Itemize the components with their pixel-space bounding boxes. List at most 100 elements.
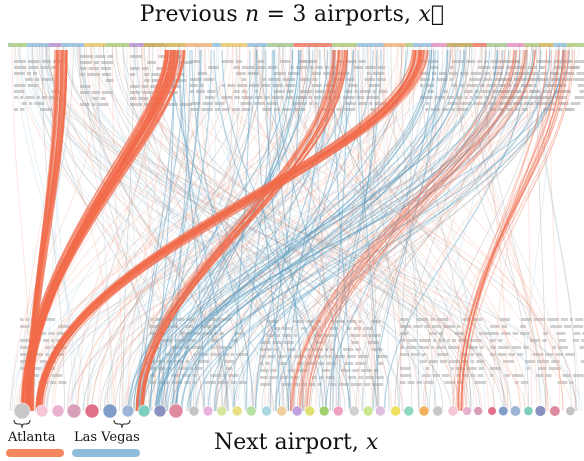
light-flow <box>46 44 419 412</box>
mid-label-mark <box>581 339 584 342</box>
top-label-mark <box>333 96 341 99</box>
mid-label-mark <box>542 339 547 342</box>
top-label-mark <box>293 108 306 111</box>
mid-label-mark <box>467 346 478 349</box>
mid-label-mark <box>197 360 210 363</box>
top-label-mark <box>102 91 113 94</box>
light-flow <box>91 44 341 412</box>
light-flow <box>48 44 74 412</box>
mid-label-mark <box>458 339 468 342</box>
next-airport-circle <box>549 405 561 417</box>
mid-label-mark <box>457 381 464 384</box>
las-vegas-brace <box>113 419 131 429</box>
top-label-mark <box>455 96 463 99</box>
light-flow <box>147 44 482 412</box>
top-label-mark <box>372 90 377 93</box>
top-label-mark <box>208 66 220 69</box>
light-flow <box>422 44 573 412</box>
light-flow <box>42 44 228 412</box>
top-label-mark <box>287 72 300 75</box>
mid-label-mark <box>446 339 450 342</box>
top-label-mark <box>558 102 569 105</box>
top-label-mark <box>330 66 337 69</box>
gray-flow <box>278 44 566 412</box>
atlanta-flow <box>457 49 569 412</box>
mid-label-mark <box>329 348 334 351</box>
mid-label-mark <box>512 374 524 377</box>
top-label-mark <box>456 108 469 111</box>
atlanta-flow <box>461 49 574 412</box>
mid-label-mark <box>565 353 575 356</box>
mid-label-mark <box>292 320 305 323</box>
bottom-title-prefix: Next airport, <box>214 430 366 455</box>
top-label-mark <box>314 90 326 93</box>
gray-flow <box>122 44 346 412</box>
gray-flow <box>102 44 378 412</box>
mid-label-mark <box>521 318 532 321</box>
next-airport-circle <box>202 405 214 417</box>
mid-label-mark <box>348 376 357 379</box>
mid-label-mark <box>150 374 156 377</box>
top-label-mark <box>553 66 561 69</box>
gray-flow <box>285 44 471 412</box>
atlanta-flow <box>39 49 423 412</box>
top-bar-segment <box>431 43 447 47</box>
mid-label-mark <box>572 374 584 377</box>
mid-label-mark <box>476 360 485 363</box>
mid-label-mark <box>234 332 243 335</box>
mid-label-mark <box>286 348 296 351</box>
light-flow <box>140 44 459 412</box>
mid-label-mark <box>364 376 375 379</box>
atlanta-flow <box>36 49 422 412</box>
light-flow <box>171 44 570 412</box>
mid-label-mark <box>181 374 191 377</box>
light-flow <box>250 44 331 412</box>
gray-flow <box>78 44 302 412</box>
gray-flow <box>314 44 328 412</box>
top-label-mark <box>534 78 541 81</box>
legend-label-las-vegas: Las Vegas <box>74 430 140 445</box>
top-label-mark <box>420 60 426 63</box>
light-flow <box>235 44 468 412</box>
top-label-mark <box>526 78 537 81</box>
top-label-mark <box>540 72 548 75</box>
top-label-mark <box>550 78 561 81</box>
vegas-flow <box>221 49 327 412</box>
light-flow <box>432 44 474 412</box>
vegas-flow <box>182 49 205 412</box>
light-flow <box>394 44 528 412</box>
mid-label-mark <box>363 327 373 330</box>
mid-label-mark <box>580 360 584 363</box>
top-label-mark <box>514 72 519 75</box>
top-label-mark <box>241 108 251 111</box>
gray-flow <box>310 44 520 412</box>
vegas-flow <box>246 49 273 412</box>
gray-flow <box>99 44 506 412</box>
top-label-mark <box>543 102 557 105</box>
mid-label-mark <box>306 320 314 323</box>
mid-label-mark <box>451 339 457 342</box>
mid-label-mark <box>400 325 412 328</box>
top-label-mark <box>550 96 555 99</box>
top-label-mark <box>556 84 567 87</box>
mid-label-mark <box>532 353 544 356</box>
atlanta-flow <box>37 49 429 412</box>
mid-label-mark <box>277 355 287 358</box>
light-flow <box>76 44 426 412</box>
light-flow <box>452 44 538 412</box>
atlanta-flow <box>290 49 524 412</box>
top-label-mark <box>165 103 178 106</box>
mid-label-mark <box>340 369 351 372</box>
top-label-mark <box>290 66 294 69</box>
mid-label-mark <box>373 369 379 372</box>
mid-label-mark <box>529 339 541 342</box>
mid-label-mark <box>343 348 354 351</box>
mid-label-mark <box>260 369 269 372</box>
light-flow <box>371 44 376 412</box>
mid-label-mark <box>376 376 384 379</box>
vegas-flow <box>176 49 299 412</box>
top-label-mark <box>323 96 332 99</box>
top-bar-segment <box>247 43 268 47</box>
gray-flow <box>281 44 577 412</box>
atlanta-flow <box>135 49 335 412</box>
